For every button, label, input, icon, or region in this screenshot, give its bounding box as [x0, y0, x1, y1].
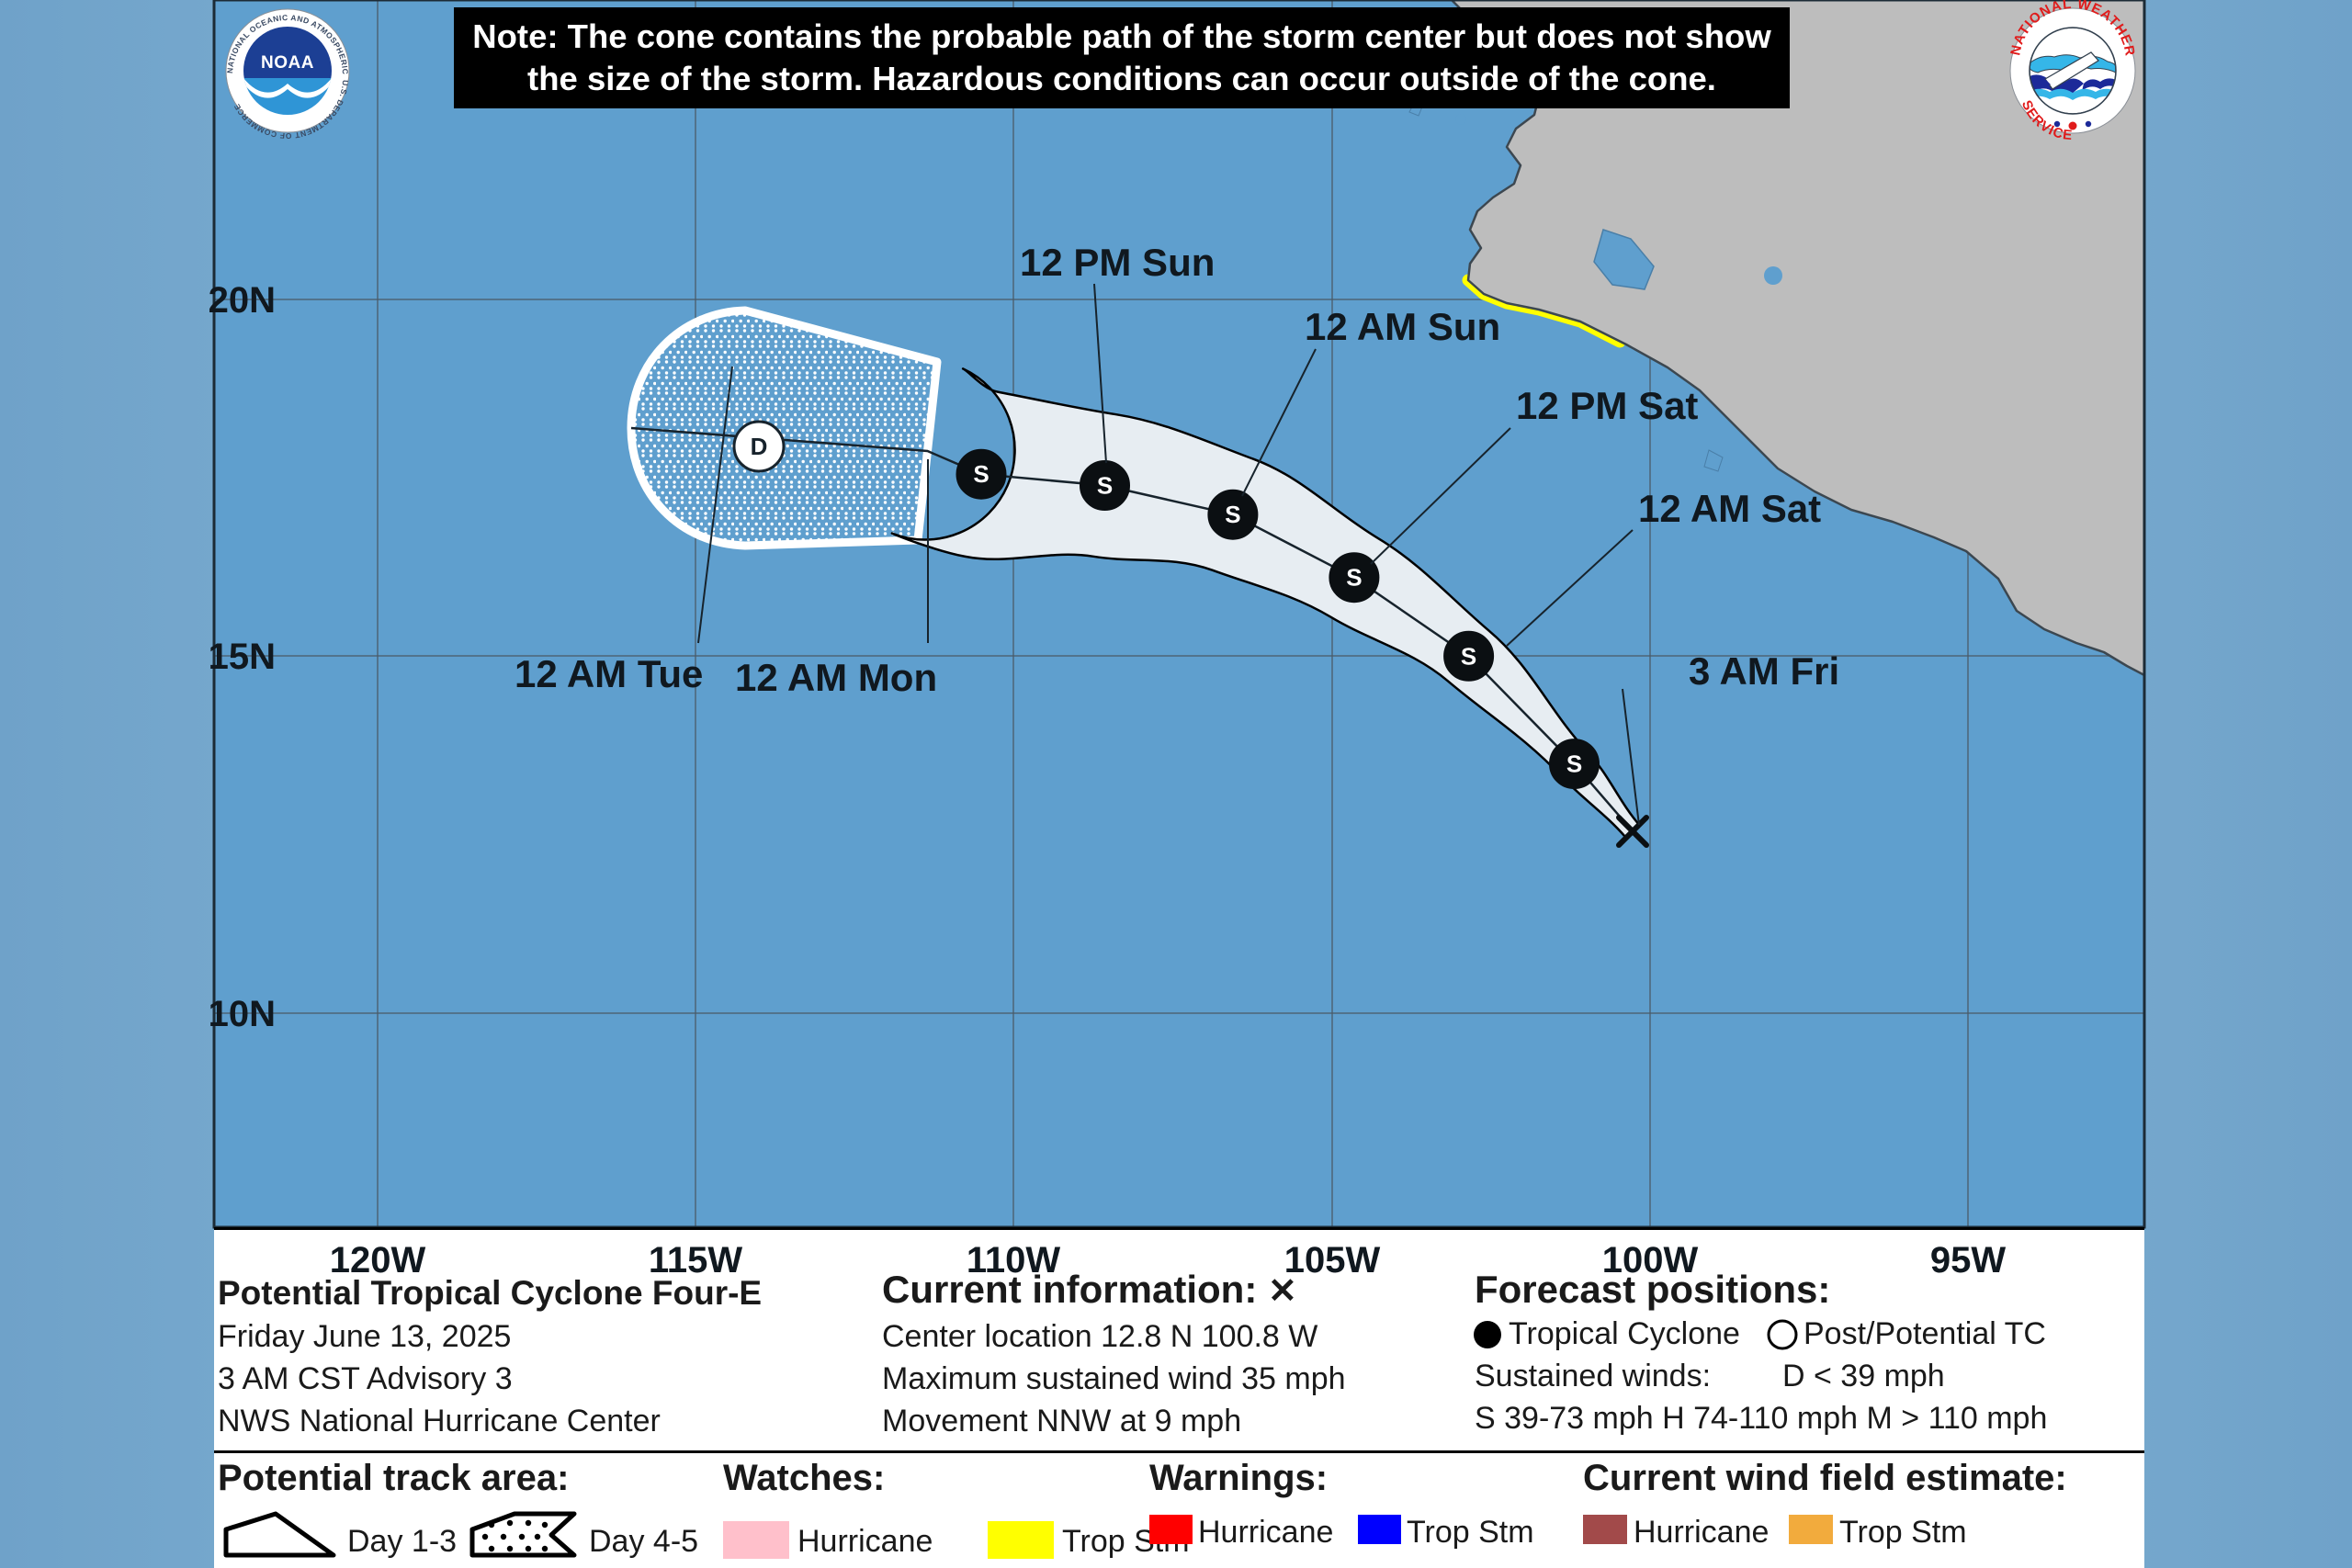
- svg-text:Trop Stm: Trop Stm: [1407, 1515, 1534, 1550]
- svg-text:S: S: [1346, 564, 1362, 592]
- svg-text:Note: The cone contains the pr: Note: The cone contains the probable pat…: [472, 17, 1771, 55]
- svg-text:12 AM Mon: 12 AM Mon: [735, 656, 937, 699]
- svg-text:S: S: [1566, 750, 1582, 778]
- svg-text:15N: 15N: [209, 637, 276, 677]
- svg-text:12 PM Sat: 12 PM Sat: [1516, 384, 1698, 427]
- svg-text:Day 4-5: Day 4-5: [589, 1524, 698, 1559]
- svg-text:120W: 120W: [330, 1240, 426, 1280]
- svg-text:12 AM Sun: 12 AM Sun: [1305, 305, 1500, 348]
- svg-text:12 AM Sat: 12 AM Sat: [1638, 487, 1821, 530]
- svg-text:S: S: [1225, 501, 1240, 528]
- svg-text:Current wind field estimate:: Current wind field estimate:: [1583, 1458, 2067, 1498]
- svg-text:110W: 110W: [967, 1240, 1061, 1280]
- svg-text:Potential track area:: Potential track area:: [218, 1458, 569, 1498]
- svg-text:20N: 20N: [209, 280, 276, 321]
- svg-text:3 AM Fri: 3 AM Fri: [1689, 649, 1839, 693]
- svg-text:Maximum sustained wind 35 mph: Maximum sustained wind 35 mph: [882, 1361, 1346, 1396]
- svg-text:3 AM CST Advisory 3: 3 AM CST Advisory 3: [218, 1361, 513, 1396]
- svg-text:S: S: [973, 460, 989, 488]
- svg-text:NOAA: NOAA: [261, 53, 314, 73]
- svg-text:115W: 115W: [649, 1240, 743, 1280]
- svg-text:Movement NNW at 9 mph: Movement NNW at 9 mph: [882, 1404, 1241, 1438]
- svg-text:Trop Stm: Trop Stm: [1839, 1515, 1967, 1550]
- svg-text:Tropical Cyclone: Tropical Cyclone: [1509, 1316, 1740, 1351]
- svg-text:12 AM Tue: 12 AM Tue: [514, 652, 703, 695]
- svg-text:100W: 100W: [1602, 1240, 1699, 1280]
- svg-text:D < 39 mph: D < 39 mph: [1782, 1359, 1945, 1393]
- svg-text:10N: 10N: [209, 994, 276, 1034]
- svg-text:105W: 105W: [1284, 1240, 1381, 1280]
- svg-text:Hurricane: Hurricane: [797, 1524, 933, 1559]
- svg-text:Friday June 13, 2025: Friday June 13, 2025: [218, 1319, 511, 1354]
- svg-text:Post/Potential TC: Post/Potential TC: [1804, 1316, 2046, 1351]
- svg-text:12 PM Sun: 12 PM Sun: [1020, 241, 1215, 284]
- svg-text:the size of the storm. Hazardo: the size of the storm. Hazardous conditi…: [527, 60, 1716, 97]
- svg-text:Current information: ✕: Current information: ✕: [882, 1268, 1297, 1311]
- svg-text:S: S: [1461, 642, 1476, 670]
- svg-text:S 39-73 mph H 74-110 mph M >: S 39-73 mph H 74-110 mph M > 110 mph: [1475, 1401, 2047, 1436]
- svg-text:Hurricane: Hurricane: [1634, 1515, 1769, 1550]
- svg-text:Watches:: Watches:: [723, 1458, 885, 1498]
- svg-text:Center location 12.8 N 100.8 W: Center location 12.8 N 100.8 W: [882, 1319, 1317, 1354]
- svg-text:Sustained winds:: Sustained winds:: [1475, 1359, 1711, 1393]
- svg-text:S: S: [1097, 472, 1113, 500]
- svg-text:NWS National Hurricane Center: NWS National Hurricane Center: [218, 1404, 661, 1438]
- svg-text:Day 1-3: Day 1-3: [347, 1524, 457, 1559]
- svg-text:95W: 95W: [1930, 1240, 2006, 1280]
- svg-text:D: D: [751, 433, 768, 460]
- svg-text:Warnings:: Warnings:: [1149, 1458, 1328, 1498]
- svg-text:Hurricane: Hurricane: [1198, 1515, 1333, 1550]
